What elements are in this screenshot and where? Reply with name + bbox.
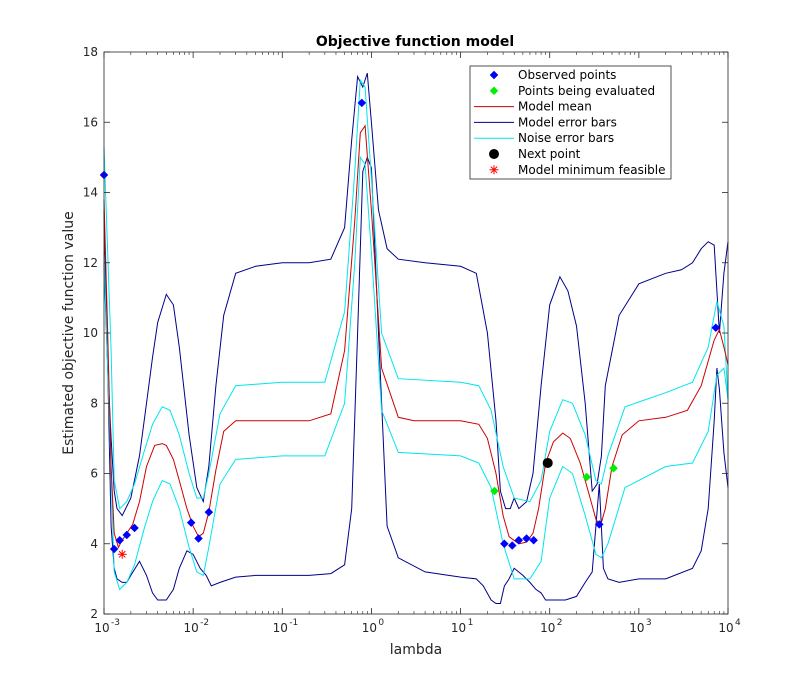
observed-point: [109, 544, 119, 554]
observed-point: [711, 323, 721, 333]
legend-items: Observed points Points being evaluated Mod…: [474, 68, 666, 177]
observed-point: [115, 535, 125, 545]
y-tick-label: 12: [83, 256, 98, 270]
x-tick-label-exponent: 2: [557, 618, 563, 628]
evaluating-point: [582, 472, 592, 482]
x-tick-label-exponent: -1: [289, 618, 298, 628]
legend-label-mean: Model mean: [518, 100, 592, 114]
x-tick-label-exponent: 4: [735, 618, 741, 628]
series-model-lower-line: [103, 155, 729, 604]
legend-label-next: Next point: [518, 147, 581, 161]
observed-point: [357, 98, 367, 108]
observed-point: [204, 507, 214, 517]
ticks-layer: 10 -3 10 -2 10 -1 10 0 10 1 10 2 10 3 10 42468101214161…: [83, 45, 741, 635]
legend-marker-evaluating: [489, 86, 499, 96]
model-minimum-marker: [117, 549, 127, 559]
x-tick-label-base: 10: [629, 621, 644, 635]
legend-marker-observed: [489, 70, 499, 80]
observed-point: [514, 535, 524, 545]
series-layer: [103, 72, 729, 604]
series-model-upper-line: [103, 72, 729, 517]
y-tick-label: 16: [83, 115, 98, 129]
observed-point: [194, 534, 203, 543]
y-tick-label: 2: [90, 607, 98, 621]
x-tick-label-base: 10: [451, 621, 466, 635]
series-noise-lower-line: [103, 155, 729, 591]
observed-point: [507, 541, 517, 550]
y-axis-label: Estimated objective function value: [61, 211, 77, 454]
observed-point: [186, 518, 196, 528]
x-tick-label-exponent: -2: [200, 618, 209, 628]
legend-marker-next: [489, 149, 499, 159]
x-tick-label-exponent: 1: [468, 618, 474, 628]
legend-label-model-error: Model error bars: [518, 115, 617, 129]
legend-label-observed: Observed points: [518, 68, 616, 82]
observed-point: [500, 539, 509, 549]
legend-marker-minimum: [489, 165, 499, 175]
x-tick-label-base: 10: [94, 621, 109, 635]
legend: Observed points Points being evaluated Mod…: [469, 65, 672, 180]
y-tick-label: 14: [83, 186, 98, 200]
chart-title: Objective function model: [316, 34, 514, 50]
y-tick-label: 4: [90, 537, 98, 551]
legend-label-minimum: Model minimum feasible: [518, 163, 666, 177]
next-point-marker: [542, 457, 553, 468]
x-tick-label-exponent: 0: [378, 618, 384, 628]
x-tick-label-exponent: 3: [646, 618, 652, 628]
x-tick-label-base: 10: [540, 621, 555, 635]
x-tick-label-base: 10: [273, 621, 288, 635]
y-tick-label: 18: [83, 45, 98, 59]
x-tick-label-base: 10: [184, 621, 199, 635]
legend-label-evaluating: Points being evaluated: [518, 84, 655, 98]
evaluating-point: [609, 463, 618, 473]
series-noise-upper-line: [103, 78, 729, 510]
series-mean-line: [103, 124, 729, 549]
observed-point: [594, 520, 604, 529]
y-tick-label: 8: [90, 396, 98, 410]
y-tick-label: 10: [83, 326, 98, 340]
x-axis-label: lambda: [390, 642, 442, 658]
evaluating-point: [490, 486, 499, 496]
observed-point: [522, 534, 531, 543]
x-tick-label-exponent: -3: [111, 618, 120, 628]
legend-label-noise-error: Noise error bars: [518, 131, 614, 145]
observed-point: [529, 535, 538, 545]
y-tick-label: 6: [90, 467, 98, 481]
observed-point: [130, 523, 139, 533]
x-tick-label-base: 10: [362, 621, 377, 635]
observed-point: [122, 530, 132, 540]
x-tick-label-base: 10: [718, 621, 733, 635]
